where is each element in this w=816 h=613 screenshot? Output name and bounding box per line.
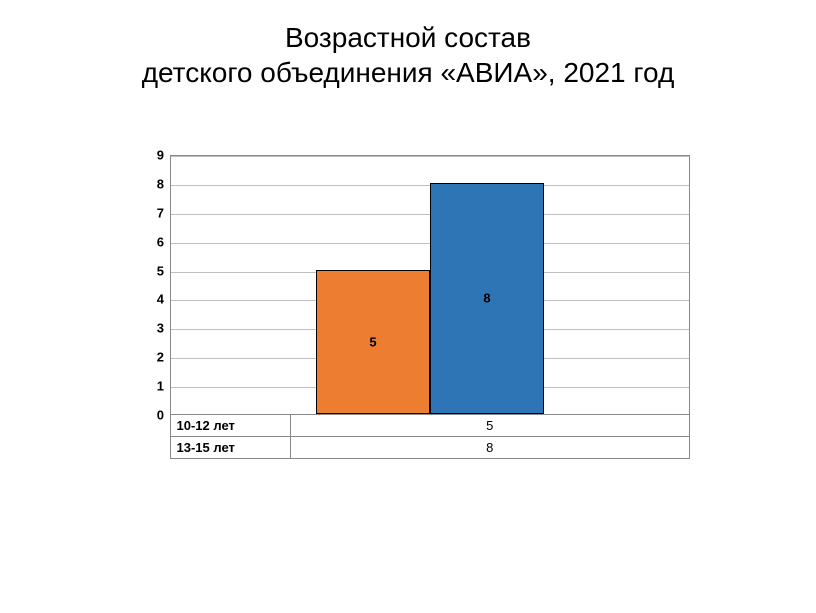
bar: 5 <box>316 270 430 414</box>
bar: 8 <box>430 183 544 414</box>
grid-line <box>171 156 689 157</box>
table-row: 13-15 лет 8 <box>130 437 690 459</box>
y-tick-label: 7 <box>157 205 164 220</box>
title-line-2: детского объединения «АВИА», 2021 год <box>142 57 675 88</box>
title-line-1: Возрастной состав <box>285 22 531 53</box>
y-tick-label: 3 <box>157 321 164 336</box>
y-tick-label: 2 <box>157 350 164 365</box>
y-tick-label: 5 <box>157 263 164 278</box>
bar-chart: 0123456789 58 10-12 лет 5 13-15 лет 8 <box>130 155 690 459</box>
y-tick-label: 8 <box>157 176 164 191</box>
table-row: 10-12 лет 5 <box>130 415 690 437</box>
y-tick-label: 4 <box>157 292 164 307</box>
data-table: 10-12 лет 5 13-15 лет 8 <box>130 414 690 459</box>
slide: Возрастной состав детского объединения «… <box>0 0 816 613</box>
y-tick-label: 9 <box>157 148 164 163</box>
y-tick-label: 0 <box>157 408 164 423</box>
bar-value-label: 8 <box>431 291 543 306</box>
y-tick-label: 6 <box>157 234 164 249</box>
y-tick-label: 1 <box>157 379 164 394</box>
page-title: Возрастной состав детского объединения «… <box>0 0 816 90</box>
value-cell: 8 <box>290 437 690 459</box>
value-cell: 5 <box>290 415 690 437</box>
category-cell: 10-12 лет <box>170 415 290 437</box>
category-cell: 13-15 лет <box>170 437 290 459</box>
bar-value-label: 5 <box>317 334 429 349</box>
plot-area: 58 <box>170 155 690 415</box>
y-axis: 0123456789 <box>130 155 170 415</box>
